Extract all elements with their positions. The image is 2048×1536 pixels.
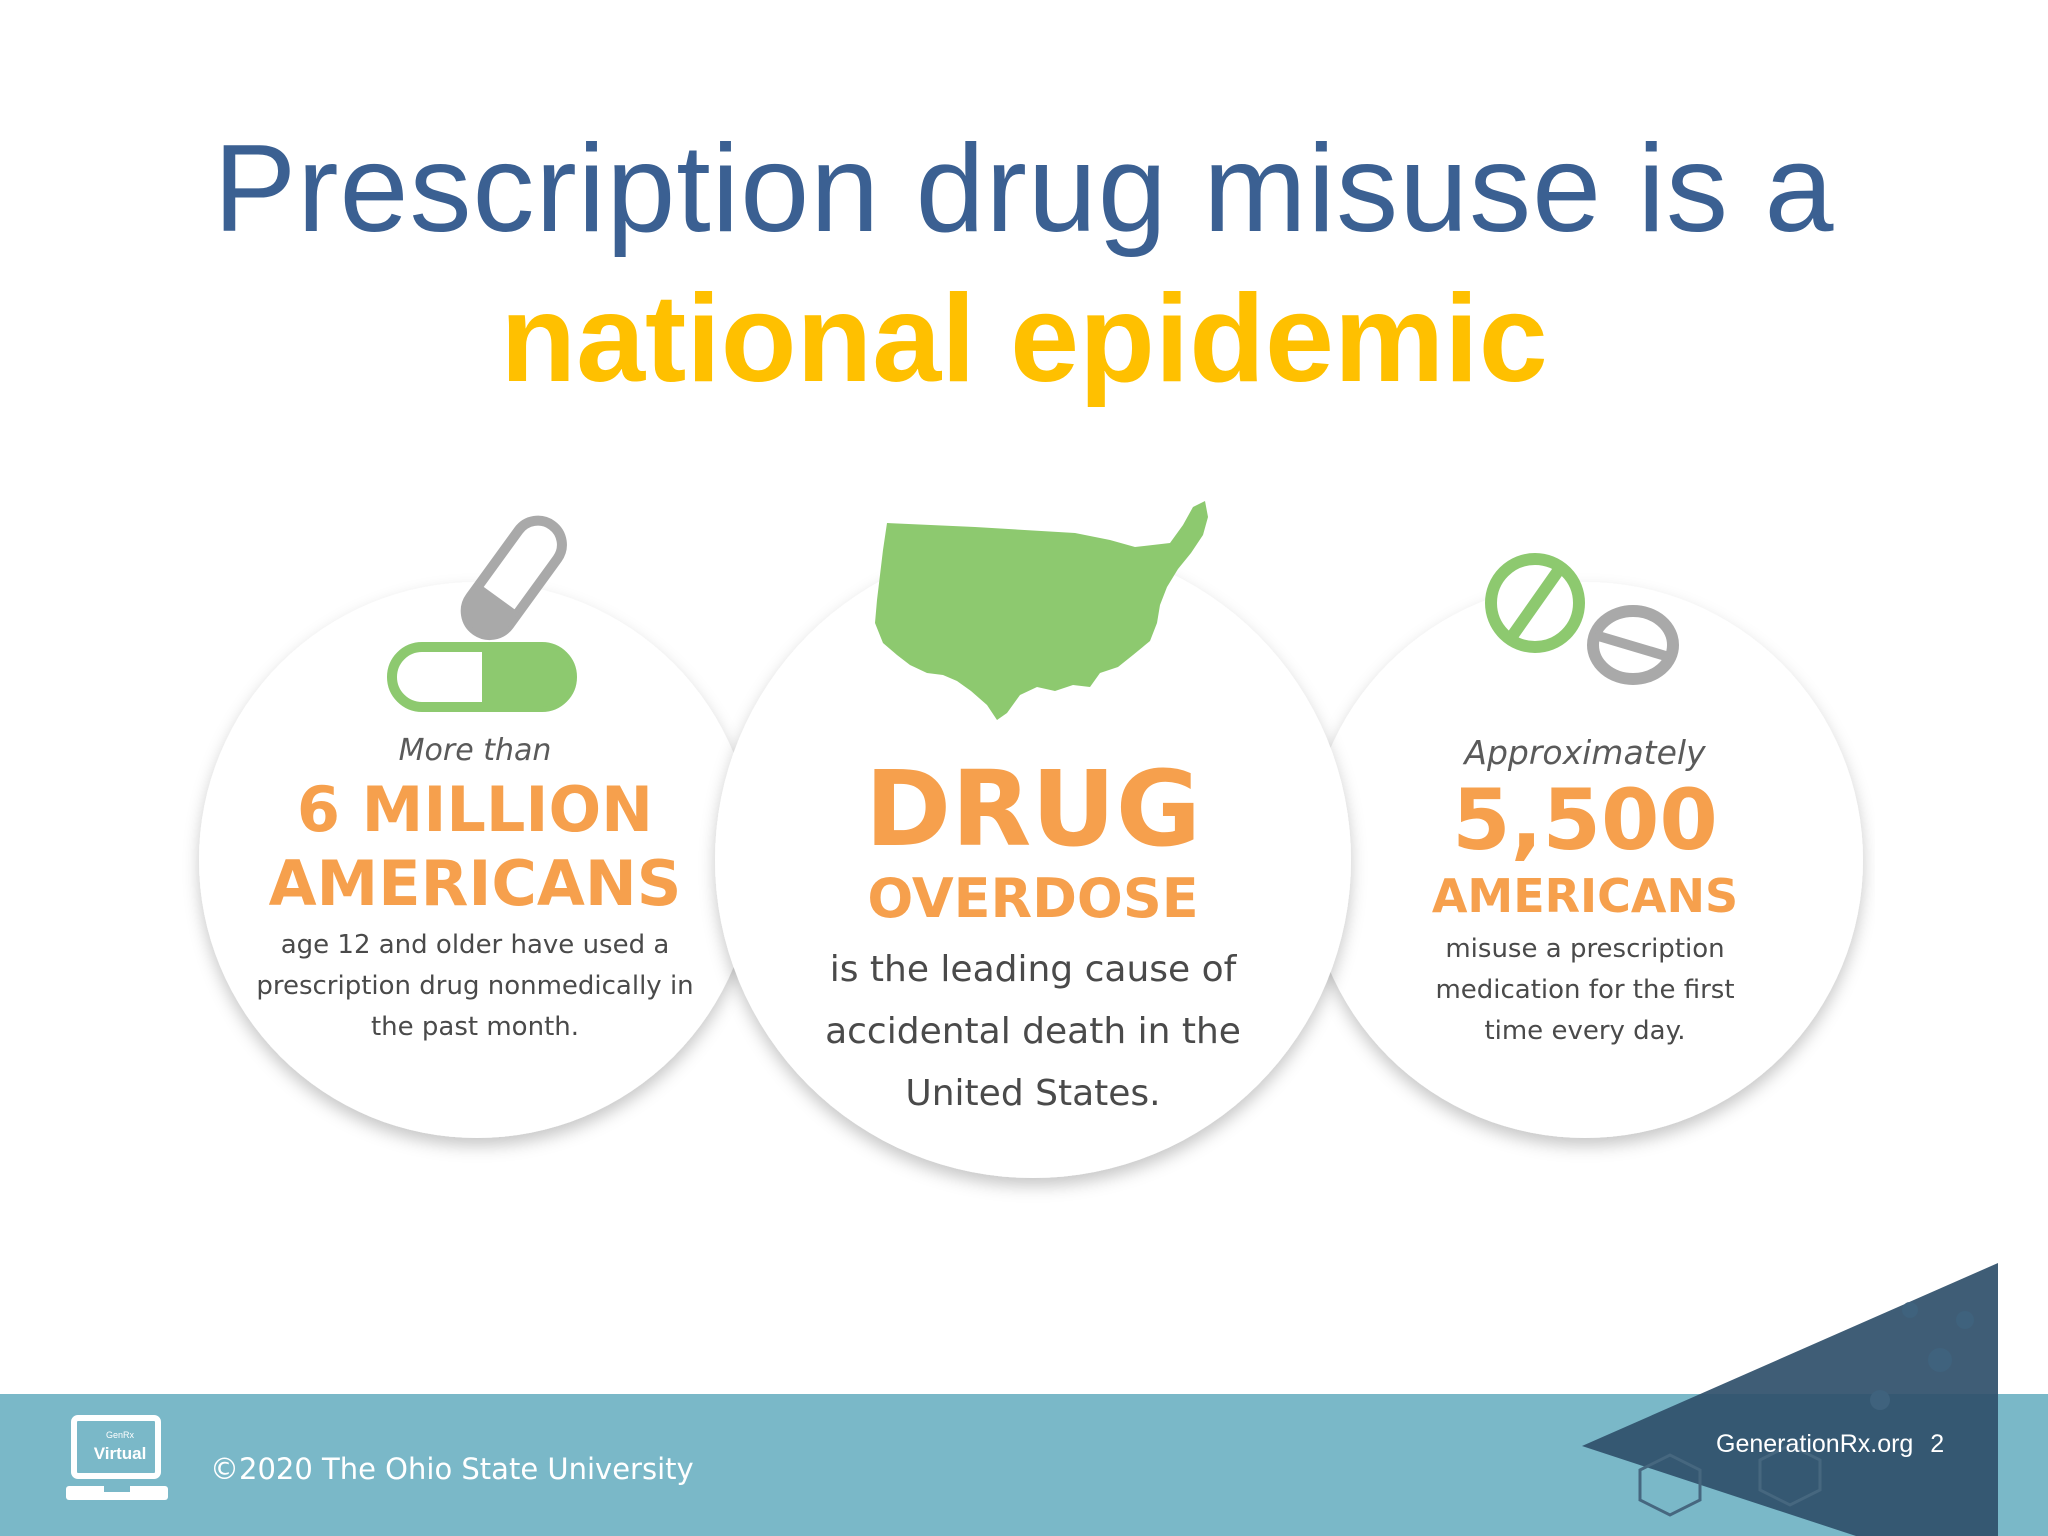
site-text: GenerationRx.org — [1716, 1430, 1914, 1458]
right-body-3: time every day. — [1484, 1016, 1686, 1046]
copyright-text: ©2020 The Ohio State University — [210, 1452, 694, 1486]
right-body-2: medication for the first — [1435, 975, 1735, 1005]
capsule-icon — [387, 515, 577, 712]
infographic-graphics — [199, 501, 1863, 1178]
right-stat-circle — [1307, 582, 1863, 1138]
laptop-icon — [66, 1415, 168, 1500]
right-intro: Approximately — [1464, 733, 1706, 772]
center-stat-text: DRUG OVERDOSE is the leading cause of ac… — [763, 753, 1303, 1125]
center-big-2: OVERDOSE — [867, 867, 1199, 930]
center-big-1: DRUG — [864, 748, 1202, 870]
center-body-2: accidental death in the — [825, 1011, 1241, 1052]
left-body-2: prescription drug nonmedically in — [256, 971, 694, 1001]
right-body-1: misuse a prescription — [1445, 934, 1725, 964]
usa-map-icon — [875, 501, 1208, 720]
slide-title-line-1: Prescription drug misuse is a — [213, 120, 1835, 258]
right-big-1: 5,500 — [1452, 771, 1718, 869]
center-stat-circle — [715, 542, 1351, 1178]
center-body-1: is the leading cause of — [829, 949, 1237, 990]
infographic: More than 6 MILLION AMERICANS age 12 and… — [175, 495, 1875, 1240]
left-body-1: age 12 and older have used a — [280, 930, 670, 960]
footer-bar: GenRx Virtual ©2020 The Ohio State Unive… — [0, 1394, 2048, 1536]
left-big-2: AMERICANS — [268, 847, 682, 920]
left-body-3: the past month. — [370, 1012, 580, 1042]
right-big-2: AMERICANS — [1431, 869, 1739, 923]
center-body-3: United States. — [905, 1073, 1161, 1114]
logo-top-text: GenRx — [105, 1430, 134, 1440]
right-stat-text: Approximately 5,500 AMERICANS misuse a p… — [1345, 733, 1825, 1052]
tablets-icon — [1485, 553, 1679, 685]
page-number: 2 — [1930, 1430, 1945, 1458]
left-intro: More than — [398, 733, 552, 768]
left-stat-circle — [199, 582, 755, 1138]
site-link[interactable]: GenerationRx.org 2 — [1716, 1430, 1944, 1459]
logo-virtual-text: Virtual — [93, 1444, 147, 1463]
slide-title-line-2: national epidemic — [500, 270, 1548, 408]
left-stat-text: More than 6 MILLION AMERICANS age 12 and… — [235, 733, 715, 1048]
left-big-1: 6 MILLION — [296, 773, 654, 846]
